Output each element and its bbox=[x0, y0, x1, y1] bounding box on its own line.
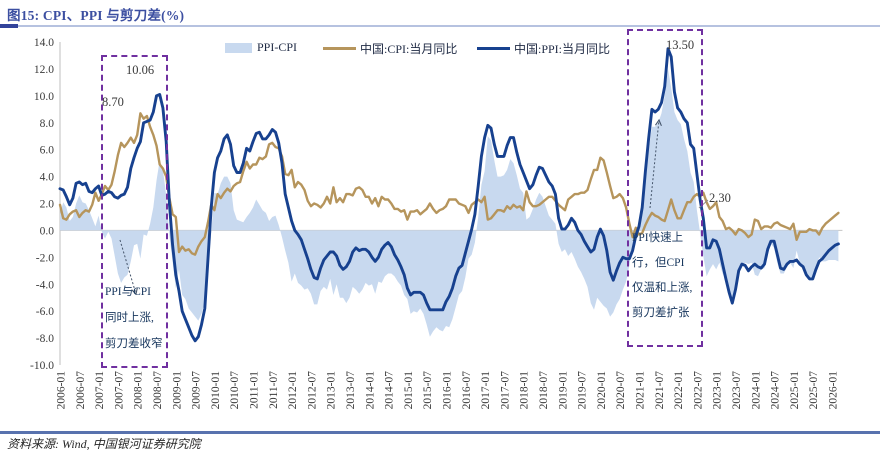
x-tick-label: 2017-01 bbox=[480, 371, 492, 410]
y-tick-label: -4.0 bbox=[36, 279, 54, 291]
y-tick-label: 6.0 bbox=[40, 145, 55, 157]
x-tick-label: 2016-07 bbox=[461, 371, 473, 410]
x-tick-label: 2014-07 bbox=[384, 371, 396, 410]
x-tick-label: 2018-07 bbox=[538, 371, 550, 410]
x-tick-label: 2018-01 bbox=[519, 371, 531, 410]
x-tick-label: 2023-07 bbox=[731, 371, 743, 410]
x-tick-label: 2025-07 bbox=[808, 371, 820, 410]
y-tick-label: -10.0 bbox=[30, 360, 54, 372]
x-tick-label: 2017-07 bbox=[499, 371, 511, 410]
x-tick-label: 2013-01 bbox=[326, 371, 338, 410]
callout-cpi-peak-2008: 8.70 bbox=[102, 95, 124, 110]
x-tick-label: 2015-07 bbox=[422, 371, 434, 410]
x-tick-label: 2019-07 bbox=[577, 371, 589, 410]
x-tick-label: 2008-01 bbox=[133, 371, 145, 410]
x-tick-label: 2009-07 bbox=[191, 371, 203, 410]
legend-label-ppi: 中国:PPI:当月同比 bbox=[514, 40, 610, 57]
note-2021-line4: 剪刀差扩张 bbox=[632, 301, 692, 326]
x-tick-label: 2012-07 bbox=[306, 371, 318, 410]
y-tick-label: -8.0 bbox=[36, 333, 54, 345]
y-tick-label: 10.0 bbox=[34, 91, 54, 103]
x-tick-label: 2024-07 bbox=[770, 371, 782, 410]
x-tick-label: 2022-07 bbox=[692, 371, 704, 410]
legend-item-ppi: 中国:PPI:当月同比 bbox=[477, 40, 610, 57]
x-tick-label: 2026-01 bbox=[828, 371, 840, 410]
x-tick-label: 2024-01 bbox=[750, 371, 762, 410]
note-2008-line1: PPI与CPI bbox=[105, 279, 163, 305]
legend-item-ppi-cpi-area: PPI-CPI bbox=[225, 40, 297, 55]
note-2008-line3: 剪刀差收窄 bbox=[105, 331, 163, 357]
callout-cpi-peak-2021: 2.30 bbox=[709, 191, 731, 206]
x-tick-label: 2007-07 bbox=[113, 371, 125, 410]
x-tick-label: 2008-07 bbox=[152, 371, 164, 410]
x-tick-label: 2015-01 bbox=[403, 371, 415, 410]
y-tick-label: 8.0 bbox=[40, 118, 55, 130]
x-tick-label: 2010-01 bbox=[210, 371, 222, 410]
x-tick-label: 2023-01 bbox=[712, 371, 724, 410]
y-tick-label: -2.0 bbox=[36, 252, 54, 264]
x-tick-label: 2020-01 bbox=[596, 371, 608, 410]
x-tick-label: 2013-07 bbox=[345, 371, 357, 410]
area-swatch bbox=[225, 43, 252, 53]
x-tick-label: 2009-01 bbox=[171, 371, 183, 410]
cpi-line-swatch bbox=[323, 47, 356, 50]
note-2021-line1: PPI快速上 bbox=[632, 226, 692, 251]
x-tick-label: 2022-01 bbox=[673, 371, 685, 410]
x-tick-label: 2016-01 bbox=[442, 371, 454, 410]
x-tick-label: 2006-01 bbox=[56, 371, 68, 410]
note-2021: PPI快速上 行，但CPI 仅温和上涨, 剪刀差扩张 bbox=[632, 226, 692, 326]
legend-item-cpi: 中国:CPI:当月同比 bbox=[323, 40, 457, 57]
y-tick-label: -6.0 bbox=[36, 306, 54, 318]
note-2008-line2: 同时上涨, bbox=[105, 305, 163, 331]
x-tick-label: 2007-01 bbox=[94, 371, 106, 410]
source-note: 资料来源: Wind, 中国银河证券研究院 bbox=[7, 435, 201, 450]
figure-cpi-ppi-scissors: 图15: CPI、PPI 与剪刀差(%) 14.012.010.08.06.04… bbox=[0, 0, 880, 450]
x-tick-label: 2011-07 bbox=[268, 371, 280, 409]
x-tick-label: 2025-01 bbox=[789, 371, 801, 410]
y-tick-label: 0.0 bbox=[40, 225, 55, 237]
x-tick-label: 2020-07 bbox=[615, 371, 627, 410]
x-tick-label: 2019-01 bbox=[557, 371, 569, 410]
x-tick-label: 2011-01 bbox=[249, 371, 261, 409]
x-tick-label: 2021-01 bbox=[635, 371, 647, 410]
legend-label-cpi: 中国:CPI:当月同比 bbox=[360, 40, 457, 57]
note-2008: PPI与CPI 同时上涨, 剪刀差收窄 bbox=[105, 279, 163, 357]
callout-ppi-peak-2021: 13.50 bbox=[666, 38, 694, 53]
x-tick-label: 2010-07 bbox=[229, 371, 241, 410]
y-tick-label: 2.0 bbox=[40, 199, 55, 211]
x-tick-label: 2006-07 bbox=[75, 371, 87, 410]
y-tick-label: 12.0 bbox=[34, 64, 54, 76]
legend-label-area: PPI-CPI bbox=[257, 40, 297, 55]
x-tick-label: 2012-01 bbox=[287, 371, 299, 410]
footer-divider bbox=[0, 431, 880, 434]
note-2021-line3: 仅温和上涨, bbox=[632, 276, 692, 301]
y-tick-label: 4.0 bbox=[40, 172, 55, 184]
note-2021-line2: 行，但CPI bbox=[632, 251, 692, 276]
x-tick-label: 2021-07 bbox=[654, 371, 666, 410]
y-tick-label: 14.0 bbox=[34, 37, 54, 49]
ppi-line-swatch bbox=[477, 47, 510, 50]
x-tick-label: 2014-01 bbox=[364, 371, 376, 410]
callout-ppi-peak-2008: 10.06 bbox=[126, 63, 154, 78]
